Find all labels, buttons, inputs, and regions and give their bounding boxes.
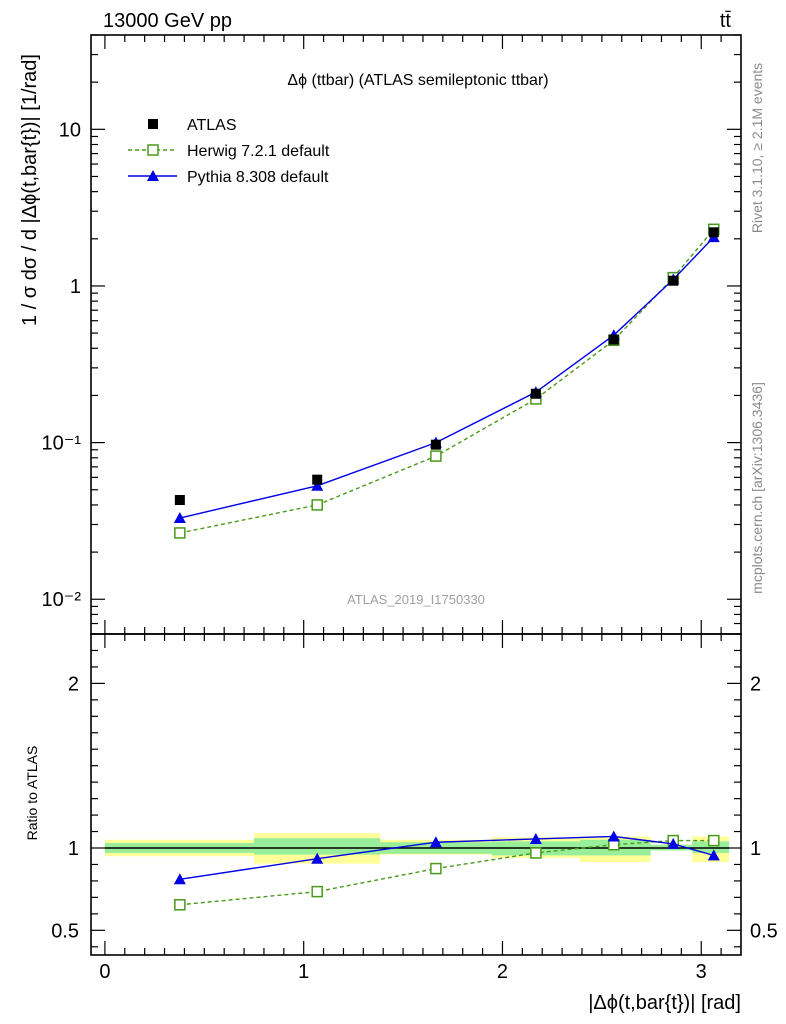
atlas-main-point <box>174 495 185 506</box>
pythia-ratio-point <box>529 832 542 844</box>
atlas-main-point <box>608 334 619 345</box>
atlas-main-point <box>430 439 441 450</box>
ratio-y-tick-label-right: 1 <box>750 838 761 860</box>
herwig-main-point <box>430 450 442 462</box>
pythia-ratio-point <box>667 837 680 849</box>
inner-band-1 <box>253 838 381 855</box>
legend-marker <box>148 119 158 129</box>
herwig-ratio-point <box>174 899 186 911</box>
atlas-main-point <box>668 275 679 286</box>
main-y-tick-label: 10 <box>59 119 81 141</box>
x-axis-label: |Δϕ(t,bar{t})| [rad] <box>588 992 741 1014</box>
herwig-ratio-point <box>530 847 542 859</box>
ratio-plot-frame <box>90 633 742 956</box>
inner-band-6 <box>692 841 730 853</box>
legend-marker <box>147 144 159 156</box>
main-y-tick-label: 10⁻² <box>42 589 82 611</box>
x-tick-label: 1 <box>298 961 309 983</box>
main-y-tick-label: 1 <box>70 276 81 298</box>
legend-marker <box>147 170 159 181</box>
herwig-main-point <box>311 499 323 511</box>
chart-layer: 0 1 2 3 10⁻² 10⁻¹ 1 10 0.5 0.5 1 1 2 2 ATLAS Herwig 7.2… <box>42 34 778 983</box>
ratio-y-tick-label-right: 0.5 <box>750 920 778 942</box>
legend-label: Pythia 8.308 default <box>187 169 329 186</box>
herwig-main-point <box>174 527 186 539</box>
pythia-ratio-point <box>173 873 186 885</box>
pythia-ratio-point <box>311 852 324 864</box>
energy-label: 13000 GeV pp <box>103 10 232 32</box>
mcplots-label: mcplots.cern.ch [arXiv:1306.3436] <box>749 382 765 594</box>
legend-label: Herwig 7.2.1 default <box>187 143 330 160</box>
herwig-ratio-point <box>430 862 442 875</box>
pythia-ratio-point <box>607 830 620 842</box>
ratio-y-tick-label-left: 2 <box>68 673 79 695</box>
ratio-y-tick-label-right: 2 <box>750 673 761 695</box>
main-y-tick-label: 10⁻¹ <box>42 433 82 455</box>
herwig-ratio-point <box>311 885 323 898</box>
atlas-main-point <box>530 388 541 399</box>
pythia-main-point <box>173 512 186 524</box>
pythia-main-point <box>311 479 324 491</box>
x-tick-label: 0 <box>99 961 110 983</box>
ratio-y-axis-label: Ratio to ATLAS <box>24 746 40 841</box>
legend-label: ATLAS <box>187 117 237 134</box>
atlas-main-point <box>312 474 323 485</box>
main-plot-title: Δϕ (ttbar) (ATLAS semileptonic ttbar) <box>287 72 548 89</box>
pythia-ratio-point <box>429 836 442 848</box>
ratio-y-tick-label-left: 0.5 <box>51 920 79 942</box>
herwig-ratio-point <box>708 834 720 847</box>
x-tick-label: 3 <box>696 961 707 983</box>
rivet-label: Rivet 3.1.10, ≥ 2.1M events <box>749 63 765 233</box>
atlas-main-point <box>708 227 719 238</box>
process-label: tt̄ <box>720 10 732 32</box>
ratio-y-tick-label-left: 1 <box>68 838 79 860</box>
pythia-main-line <box>179 236 715 519</box>
herwig-main-line <box>179 228 715 534</box>
analysis-watermark: ATLAS_2019_I1750330 <box>347 592 485 607</box>
main-y-axis-label: 1 / σ dσ / d |Δϕ(t,bar{t})| [1/rad] <box>19 54 41 326</box>
pythia-ratio-point <box>707 849 720 861</box>
x-tick-label: 2 <box>497 961 508 983</box>
